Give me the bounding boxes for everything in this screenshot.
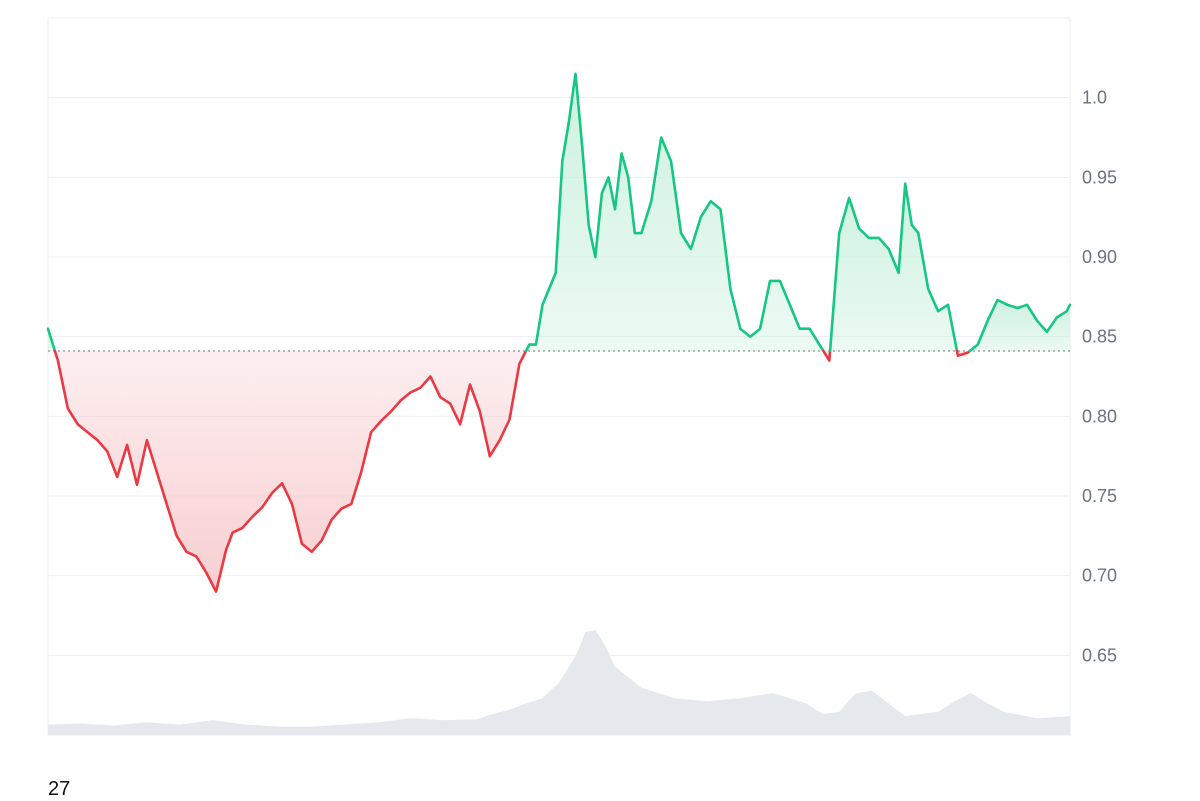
y-tick-label: 1.0 [1082, 88, 1107, 108]
page-number: 27 [48, 778, 71, 800]
price-line-down-segment [53, 349, 528, 593]
area-below-baseline [54, 351, 527, 592]
y-tick-label: 0.90 [1082, 247, 1117, 267]
price-line-up-segment [828, 182, 959, 353]
y-tick-label: 0.65 [1082, 645, 1117, 665]
price-line-up-segment [524, 72, 825, 353]
volume-layer [48, 630, 1070, 735]
y-tick-label: 0.70 [1082, 566, 1117, 586]
fill-layer [48, 73, 1070, 592]
y-tick-label: 0.85 [1082, 327, 1117, 347]
volume-area [48, 630, 1070, 735]
line-layer [46, 72, 1072, 593]
area-above-baseline [526, 73, 824, 352]
price-line-up-segment [968, 298, 1072, 353]
y-axis: 1.0 0.95 0.90 0.85 0.80 0.75 0.70 0.65 [1082, 88, 1117, 666]
y-tick-label: 0.80 [1082, 406, 1117, 426]
y-tick-label: 0.95 [1082, 167, 1117, 187]
y-tick-label: 0.75 [1082, 486, 1117, 506]
price-line-down-segment [822, 349, 832, 362]
area-above-baseline [969, 300, 1070, 351]
area-above-baseline [830, 183, 957, 351]
price-line-up-segment [46, 327, 57, 353]
